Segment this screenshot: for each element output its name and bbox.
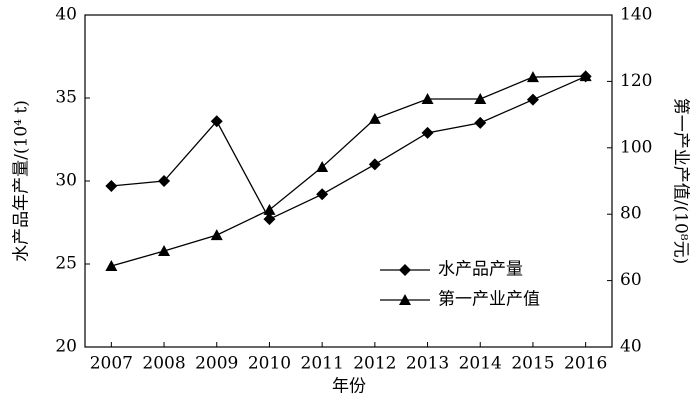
marker: [316, 188, 329, 201]
y-tick-label: 30: [55, 171, 77, 191]
y-tick-label: 35: [55, 88, 77, 108]
marker: [158, 245, 171, 257]
y-tick-label: 40: [55, 5, 77, 25]
marker: [421, 92, 434, 104]
x-tick-label: 2011: [301, 354, 344, 374]
legend-label: 水产品产量: [438, 260, 523, 280]
y2-tick-label: 120: [620, 71, 652, 91]
x-tick-label: 2012: [353, 354, 396, 374]
x-tick-label: 2016: [564, 354, 607, 374]
series-line: [111, 75, 586, 221]
x-tick-label: 2010: [248, 354, 291, 374]
x-tick-label: 2014: [459, 354, 502, 374]
marker: [210, 229, 223, 241]
legend-label: 第一产业产值: [438, 290, 540, 310]
marker: [158, 175, 171, 187]
y2-tick-label: 80: [620, 204, 642, 224]
y2-tick-label: 60: [620, 270, 642, 290]
marker: [105, 179, 118, 192]
x-tick-label: 2008: [142, 354, 185, 374]
marker: [210, 115, 223, 128]
marker: [421, 126, 434, 139]
x-tick-label: 2007: [90, 354, 133, 374]
series-line: [111, 75, 586, 267]
y-axis-label: 水产品年产量/(10⁴ t): [12, 100, 32, 262]
y2-tick-label: 100: [620, 137, 652, 157]
y-tick-label: 20: [55, 337, 77, 357]
marker: [368, 158, 381, 171]
x-tick-label: 2015: [511, 354, 554, 374]
marker: [105, 259, 118, 271]
marker: [399, 294, 411, 305]
x-axis-label: 年份: [332, 377, 366, 397]
marker: [474, 92, 487, 104]
marker: [526, 93, 539, 106]
marker: [526, 71, 539, 83]
x-tick-label: 2013: [406, 354, 449, 374]
marker: [263, 213, 276, 226]
y-tick-label: 25: [55, 254, 77, 274]
y2-axis-label: 第一产业产值/(10⁸元): [671, 98, 691, 264]
marker: [368, 112, 381, 124]
marker: [263, 203, 276, 215]
x-tick-label: 2009: [195, 354, 238, 374]
marker: [474, 116, 487, 129]
marker: [399, 264, 411, 276]
y2-tick-label: 140: [620, 5, 652, 25]
marker: [316, 161, 329, 173]
y2-tick-label: 40: [620, 337, 642, 357]
marker: [579, 70, 592, 82]
